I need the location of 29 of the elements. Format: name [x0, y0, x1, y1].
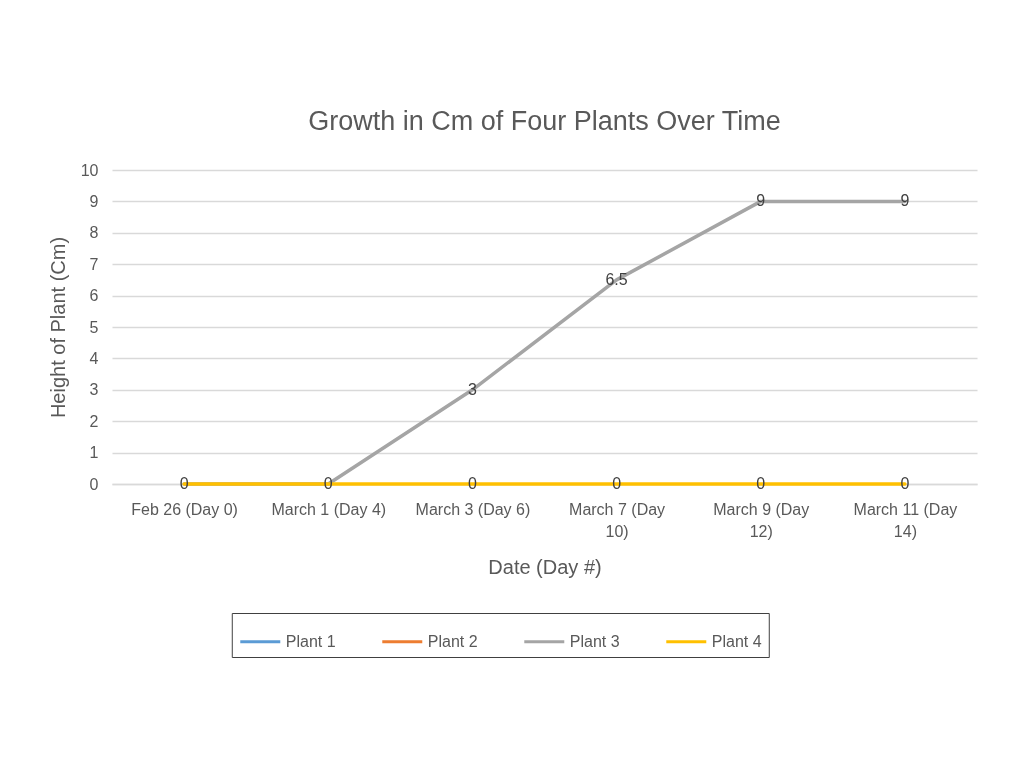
y-tick-label: 10 — [80, 161, 99, 179]
y-tick-label: 6 — [89, 287, 99, 305]
x-tick-label: March 1 (Day 4) — [271, 500, 387, 518]
data-label: 6.5 — [605, 270, 628, 288]
y-tick-label: 7 — [89, 255, 99, 273]
legend-label: Plant 2 — [427, 632, 478, 650]
data-label: 3 — [467, 380, 477, 398]
y-tick-label: 8 — [89, 224, 99, 242]
y-tick-label: 0 — [89, 475, 99, 493]
y-axis-title: Height of Plant (Cm) — [46, 236, 69, 419]
x-tick-label: March 9 (Day 12) — [713, 500, 810, 540]
y-tick-label: 4 — [89, 349, 99, 367]
y-tick-label: 2 — [89, 412, 99, 430]
legend-label: Plant 4 — [711, 632, 762, 650]
x-tick-label: March 7 (Day 10) — [569, 500, 666, 540]
data-label: 9 — [900, 192, 910, 210]
y-tick-label: 3 — [89, 381, 99, 399]
y-tick-label: 1 — [89, 444, 99, 462]
x-tick-label: Feb 26 (Day 0) — [131, 500, 238, 518]
x-axis-title: Date (Day #) — [488, 555, 602, 578]
x-tick-label: March 11 (Day 14) — [853, 500, 958, 540]
x-tick-label: March 3 (Day 6) — [415, 500, 531, 518]
y-tick-label: 5 — [89, 318, 99, 336]
legend-label: Plant 1 — [285, 632, 336, 650]
y-tick-label: 9 — [89, 192, 99, 210]
data-label: 9 — [756, 192, 766, 210]
chart-title: Growth in Cm of Four Plants Over Time — [308, 106, 781, 136]
legend-label: Plant 3 — [569, 632, 620, 650]
data-label: 0 — [323, 475, 333, 492]
